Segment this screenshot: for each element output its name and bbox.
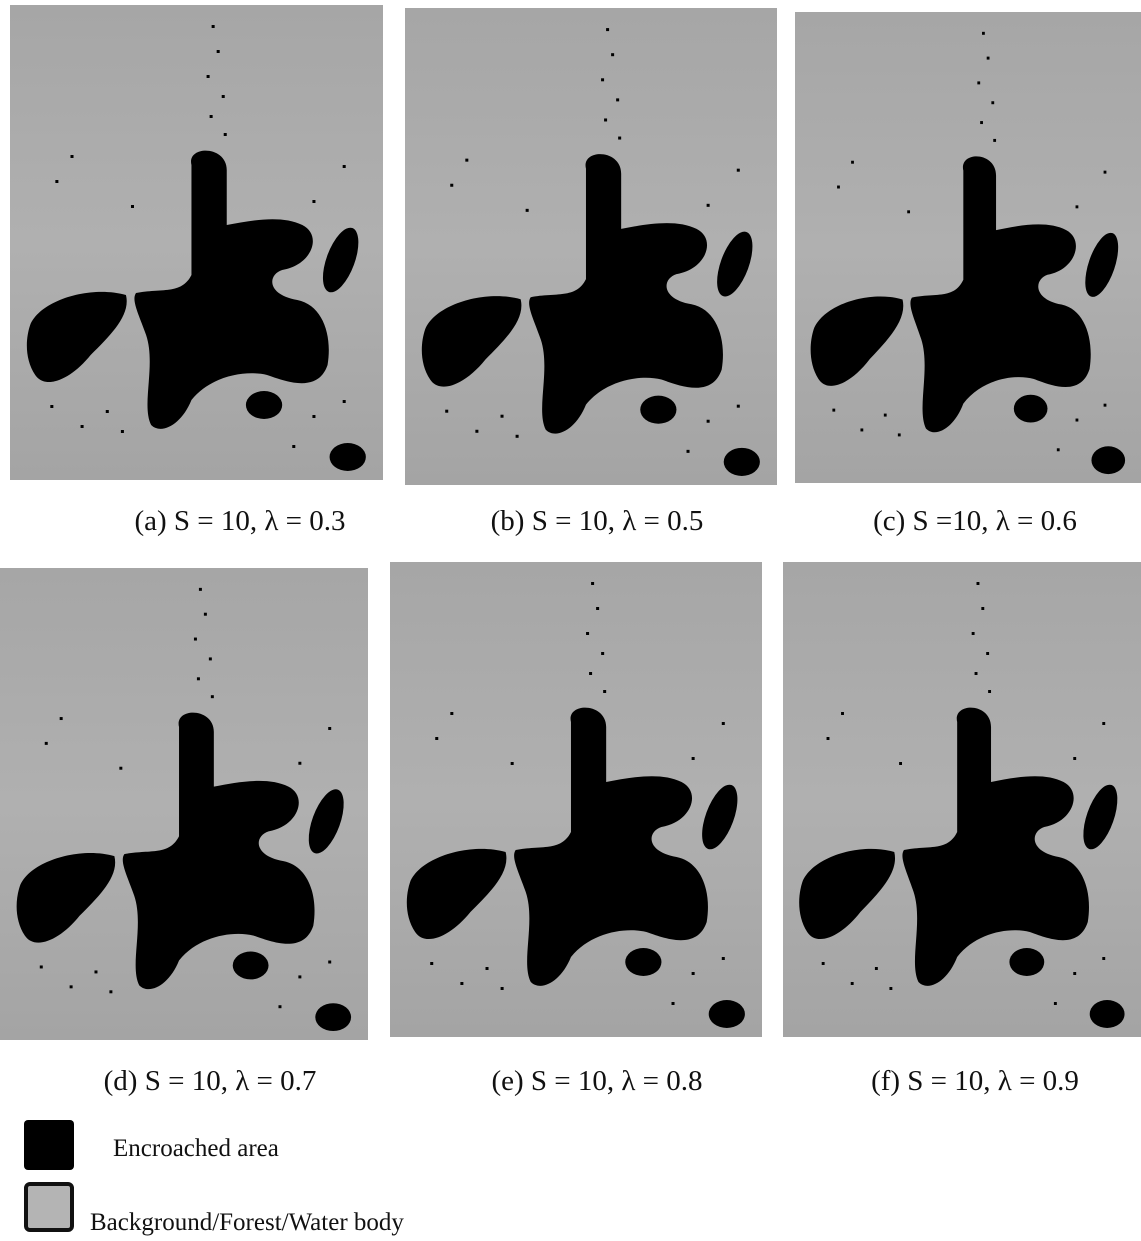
- caption: (f) S = 10, λ = 0.9: [871, 1065, 1079, 1097]
- map-panel: [405, 8, 777, 485]
- legend-label: Background/Forest/Water body: [90, 1209, 404, 1236]
- map-panel: [0, 568, 368, 1040]
- map-panel: [783, 562, 1141, 1037]
- legend-swatch: [26, 1184, 72, 1230]
- caption: (a) S = 10, λ = 0.3: [134, 505, 345, 537]
- map-panel: [795, 12, 1141, 483]
- legend-swatch: [24, 1120, 74, 1170]
- map-panel: [10, 5, 383, 480]
- caption: (e) S = 10, λ = 0.8: [491, 1065, 702, 1097]
- map-panel: [390, 562, 762, 1037]
- figure: (a) S = 10, λ = 0.3 (b) S = 10, λ = 0.5 …: [0, 0, 1141, 1241]
- caption: (b) S = 10, λ = 0.5: [491, 505, 704, 537]
- caption: (d) S = 10, λ = 0.7: [104, 1065, 317, 1097]
- caption: (c) S =10, λ = 0.6: [873, 505, 1077, 537]
- legend-label: Encroached area: [113, 1135, 279, 1162]
